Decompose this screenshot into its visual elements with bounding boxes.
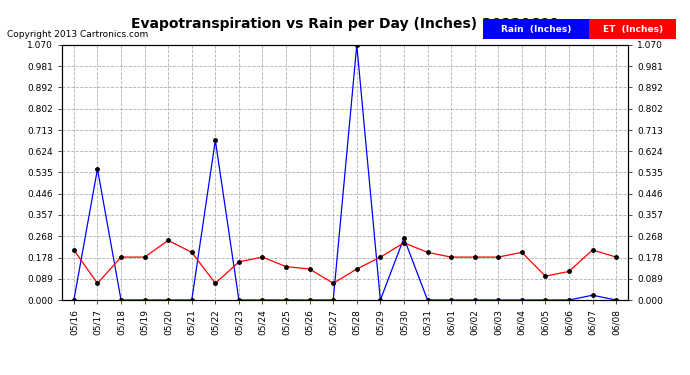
- Text: Copyright 2013 Cartronics.com: Copyright 2013 Cartronics.com: [7, 30, 148, 39]
- Text: ET  (Inches): ET (Inches): [602, 25, 663, 34]
- Text: Evapotranspiration vs Rain per Day (Inches) 20130609: Evapotranspiration vs Rain per Day (Inch…: [131, 17, 559, 31]
- Text: Rain  (Inches): Rain (Inches): [501, 25, 571, 34]
